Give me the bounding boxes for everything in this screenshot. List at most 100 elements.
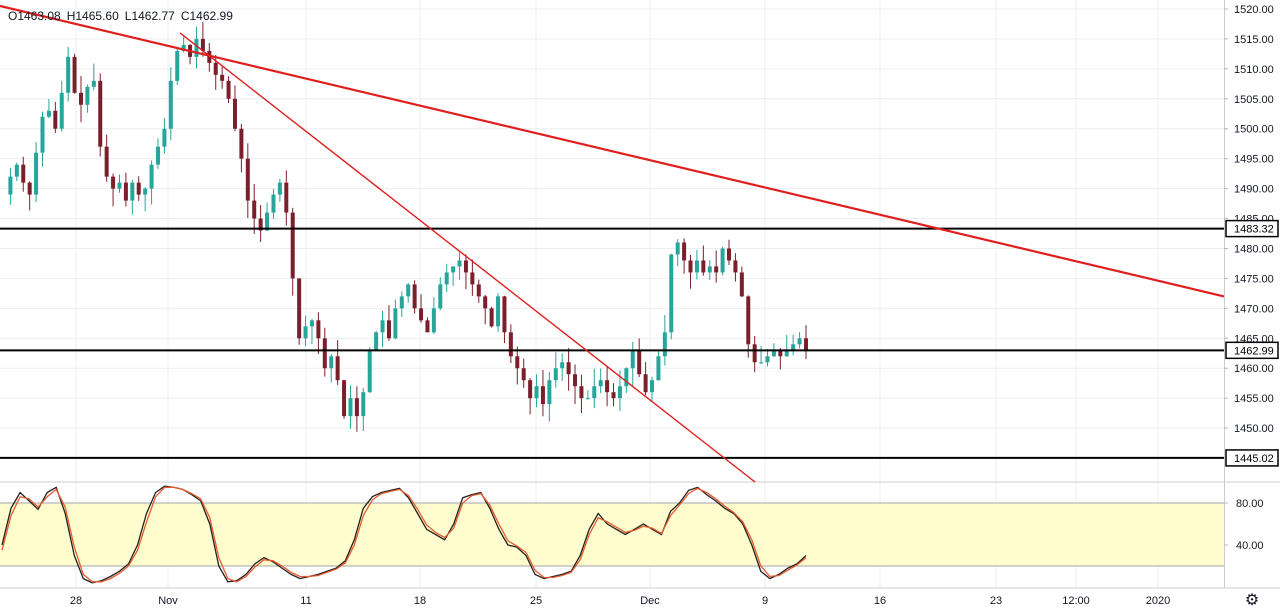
candle-body	[123, 182, 128, 201]
candle-body	[78, 92, 83, 105]
candle-body	[111, 176, 116, 189]
candle	[220, 66, 225, 89]
candle-body	[444, 272, 449, 285]
candle-body	[40, 116, 45, 153]
candle	[463, 254, 468, 290]
candle-body	[367, 350, 372, 393]
chart-grid	[0, 0, 1280, 589]
candle-body	[752, 344, 757, 363]
candle	[714, 250, 719, 283]
candle-body	[220, 74, 225, 81]
candle	[444, 263, 449, 292]
candle	[239, 123, 244, 173]
gear-icon[interactable]: ⚙	[1244, 592, 1260, 609]
price-label-box[interactable]: 1483.32	[1225, 219, 1279, 238]
candle-body	[297, 278, 302, 339]
price-axis[interactable]: 1520.00 1515.00 1510.00 1505.00 1500.00 1495.…	[1224, 4, 1279, 552]
time-tick-label[interactable]: 2020	[1146, 595, 1170, 607]
candle	[354, 386, 359, 432]
ohlc-high: H1465.60	[66, 9, 119, 23]
candle	[322, 327, 327, 377]
candle	[656, 350, 661, 381]
time-tick-label[interactable]: 9	[762, 595, 768, 607]
candle	[342, 379, 347, 419]
candle-body	[650, 380, 655, 393]
candle	[348, 385, 353, 429]
candle	[662, 315, 667, 366]
candle-body	[130, 182, 135, 201]
candle-body	[630, 350, 635, 369]
candle	[784, 334, 789, 357]
time-axis[interactable]: 28 Nov 11 18 25 Dec 9 16 23 12:00 2020	[70, 595, 1170, 607]
time-tick-label[interactable]: 23	[990, 595, 1002, 607]
candle-body	[419, 308, 424, 321]
candle-body	[175, 50, 180, 81]
candle-body	[117, 182, 122, 189]
ohlc-low: L1462.77	[124, 9, 175, 23]
candle	[271, 188, 276, 219]
candle-body	[91, 80, 96, 87]
candle-body	[66, 56, 71, 93]
candle	[540, 369, 545, 417]
candle-body	[98, 80, 103, 147]
candle-body	[797, 338, 802, 345]
candle-body	[72, 56, 77, 93]
candle-body	[675, 242, 680, 255]
candle	[778, 347, 783, 370]
candle-body	[598, 380, 603, 387]
candle-body	[406, 284, 411, 297]
time-tick-label[interactable]: 16	[874, 595, 886, 607]
price-label-box[interactable]: 1462.99	[1225, 341, 1279, 360]
candle-body	[560, 362, 565, 369]
candle-body	[496, 296, 501, 327]
price-label-frame	[1225, 341, 1279, 360]
time-tick-label[interactable]: 25	[530, 595, 542, 607]
price-tick-label: 1470.00	[1234, 303, 1274, 315]
price-tick-label: 1480.00	[1234, 243, 1274, 255]
candle	[98, 73, 103, 157]
time-tick-label[interactable]: 12:00	[1062, 595, 1090, 607]
price-label-text: 1483.32	[1234, 224, 1274, 236]
candle	[560, 353, 565, 381]
trendlines[interactable]	[0, 4, 1225, 483]
candle	[175, 48, 180, 85]
candle-body	[579, 386, 584, 399]
candle	[425, 317, 430, 333]
time-tick-label[interactable]: 28	[70, 595, 82, 607]
candle-body	[605, 380, 610, 393]
candle	[592, 368, 597, 409]
time-tick-label[interactable]: 11	[300, 595, 311, 607]
price-label-box[interactable]: 1445.02	[1225, 449, 1279, 467]
candle	[573, 364, 578, 404]
candle	[585, 390, 590, 400]
price-tick-label: 1450.00	[1234, 423, 1274, 435]
candle-body	[483, 296, 488, 309]
price-tick-label: 1495.00	[1234, 154, 1274, 166]
horizontal-levels[interactable]	[0, 227, 1224, 459]
candle-body	[739, 272, 744, 297]
candle	[380, 310, 385, 348]
candle	[66, 46, 71, 102]
candle	[8, 167, 13, 205]
time-tick-label[interactable]: Nov	[158, 595, 178, 607]
candle	[143, 187, 148, 212]
candle-body	[27, 182, 32, 195]
time-tick-label[interactable]: 18	[414, 595, 426, 607]
candle-body	[348, 398, 353, 417]
candle	[630, 341, 635, 387]
candle	[688, 254, 693, 289]
candle-body	[476, 284, 481, 297]
trendline[interactable]	[0, 4, 1225, 298]
time-tick-label[interactable]: Dec	[640, 595, 660, 607]
candle	[155, 138, 160, 169]
trendline[interactable]	[179, 32, 756, 483]
candle	[643, 362, 648, 396]
candle	[27, 181, 32, 211]
candle-body	[271, 194, 276, 213]
candle	[419, 294, 424, 323]
candle-body	[425, 320, 430, 333]
candle	[791, 334, 796, 356]
candle	[528, 378, 533, 415]
candle-body	[277, 182, 282, 195]
